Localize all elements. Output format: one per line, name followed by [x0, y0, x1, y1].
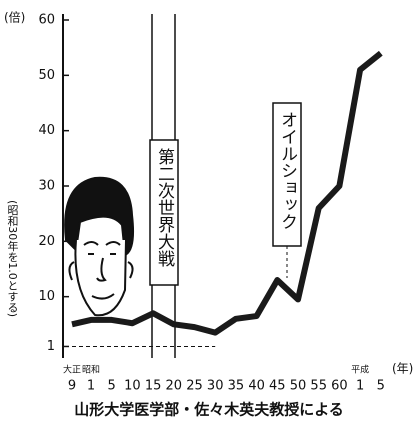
x-unit: (年) [392, 362, 413, 376]
x-era-label: 昭和 [82, 365, 100, 376]
y-tick-label: 30 [38, 179, 55, 194]
x-tick-label: 20 [166, 379, 183, 394]
x-tick-label: 5 [377, 379, 385, 394]
y-tick-label: 10 [38, 289, 55, 304]
x-tick-label: 40 [248, 379, 265, 394]
y-tick-label: 50 [38, 68, 55, 83]
y-tick-label: 20 [38, 234, 55, 249]
y-tick-label: 40 [38, 123, 55, 138]
annotation-box [149, 139, 179, 286]
x-tick-label: 30 [207, 379, 224, 394]
y-tick-label: 1 [47, 339, 55, 354]
x-tick-label: 1 [87, 379, 95, 394]
x-tick-label: 60 [331, 379, 348, 394]
y-axis-label: (昭和30年を1.0とする) [6, 200, 19, 317]
x-tick-label: 35 [228, 379, 245, 394]
x-tick-label: 55 [310, 379, 327, 394]
y-tick-label: 60 [38, 13, 55, 28]
x-tick-label: 25 [186, 379, 203, 394]
x-tick-label: 50 [290, 379, 307, 394]
x-era-label: 大正 [63, 364, 81, 376]
x-tick-label: 5 [108, 379, 116, 394]
annotation: オイルショック [277, 111, 297, 230]
y-unit: (倍) [4, 10, 25, 25]
x-tick-label: 15 [145, 379, 162, 394]
credit: 山形大学医学部・佐々木英夫教授による [74, 401, 344, 419]
x-tick-label: 45 [269, 379, 286, 394]
face-illustration [64, 176, 135, 317]
x-tick-label: 1 [356, 379, 364, 394]
x-tick-label: 10 [124, 379, 141, 394]
x-era-label: 平成 [351, 364, 369, 376]
x-tick-label: 9 [68, 379, 76, 394]
annotation-box [272, 102, 302, 247]
annotation: 第二次世界大戦 [154, 148, 175, 267]
data-line [71, 50, 383, 336]
